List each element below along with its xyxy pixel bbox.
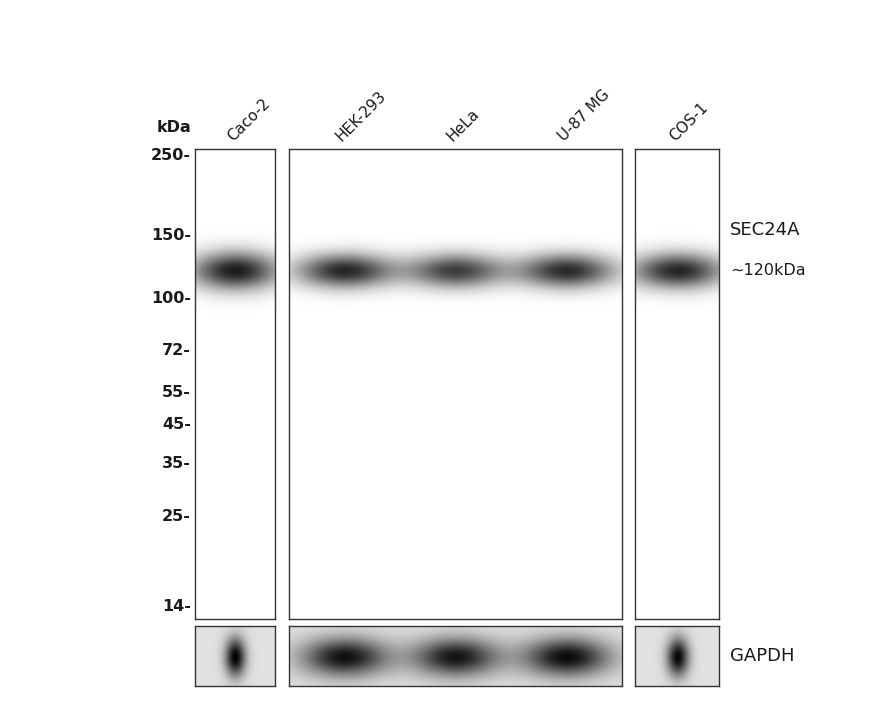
Text: GAPDH: GAPDH — [730, 647, 795, 665]
Text: 55-: 55- — [162, 385, 191, 400]
Text: HEK-293: HEK-293 — [334, 87, 390, 144]
Text: U-87 MG: U-87 MG — [556, 87, 613, 144]
Text: 35-: 35- — [162, 456, 191, 471]
Text: COS-1: COS-1 — [667, 100, 710, 144]
Text: 150-: 150- — [151, 228, 191, 243]
Text: 45-: 45- — [162, 417, 191, 432]
Text: 100-: 100- — [151, 292, 191, 306]
Text: 25-: 25- — [162, 508, 191, 523]
Text: HeLa: HeLa — [445, 105, 482, 144]
Text: ~120kDa: ~120kDa — [730, 263, 805, 278]
Text: 72-: 72- — [162, 343, 191, 358]
Text: 14-: 14- — [162, 599, 191, 614]
Text: 250-: 250- — [151, 148, 191, 163]
Text: Caco-2: Caco-2 — [225, 95, 273, 144]
Text: kDa: kDa — [156, 119, 191, 134]
Text: SEC24A: SEC24A — [730, 221, 800, 240]
